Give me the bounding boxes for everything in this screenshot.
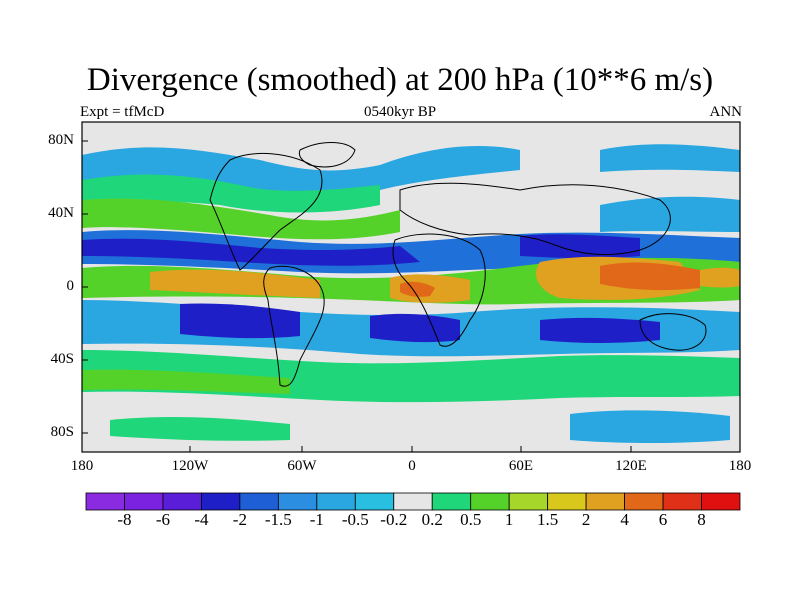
colorbar-label: -8 xyxy=(117,510,132,529)
colorbar-swatch xyxy=(470,492,510,511)
colorbar-swatch xyxy=(162,492,202,511)
coastlines xyxy=(209,142,707,387)
lat-label-0: 0 xyxy=(66,278,75,294)
colorbar-label: -0.5 xyxy=(341,510,369,529)
colorbar-label: -6 xyxy=(155,510,171,529)
colorbar-swatch xyxy=(85,492,125,511)
lon-label-60w: 60W xyxy=(287,458,317,474)
colorbar-label: 1.5 xyxy=(537,510,559,529)
colorbar-label: 4 xyxy=(620,510,629,529)
colorbar-swatch xyxy=(624,492,664,511)
lat-label-40s: 40S xyxy=(50,351,74,367)
colorbar-label: -4 xyxy=(194,510,209,529)
colorbar-label: -1.5 xyxy=(264,510,292,529)
map-field xyxy=(82,122,740,452)
colorbar-swatch xyxy=(354,492,395,511)
colorbar-label: 0.5 xyxy=(460,510,482,529)
colorbar-swatch xyxy=(277,492,318,511)
colorbar-label: -2 xyxy=(232,510,247,529)
colorbar-swatch xyxy=(201,492,241,511)
period-label: 0540kyr BP xyxy=(363,104,437,120)
colorbar-swatch xyxy=(547,492,587,511)
lon-label-120w: 120W xyxy=(171,458,209,474)
colorbar xyxy=(85,492,741,511)
lon-label-60e: 60E xyxy=(508,458,534,474)
colorbar-label: 0.2 xyxy=(421,510,443,529)
colorbar-swatch xyxy=(393,492,433,511)
colorbar-label: -0.2 xyxy=(380,510,408,529)
lat-label-80s: 80S xyxy=(50,424,74,440)
colorbar-swatch xyxy=(431,492,472,511)
lon-label-180w: 180 xyxy=(70,458,94,474)
map-title: Divergence (smoothed) at 200 hPa (10**6 … xyxy=(86,62,714,98)
lon-label-120e: 120E xyxy=(615,458,647,474)
colorbar-label: 1 xyxy=(504,510,514,529)
colorbar-label: 6 xyxy=(658,510,668,529)
colorbar-swatch xyxy=(701,492,741,511)
colorbar-swatch xyxy=(662,492,702,511)
colorbar-swatch xyxy=(316,492,356,511)
lat-label-40n: 40N xyxy=(48,205,74,221)
colorbar-swatch xyxy=(124,492,164,511)
experiment-label: Expt = tfMcD xyxy=(80,104,165,120)
season-label: ANN xyxy=(709,104,743,120)
colorbar-label: 8 xyxy=(697,510,706,529)
colorbar-swatch xyxy=(508,492,549,511)
colorbar-label: -1 xyxy=(309,510,324,529)
lat-label-80n: 80N xyxy=(48,132,74,148)
colorbar-swatch xyxy=(585,492,625,511)
colorbar-label: 2 xyxy=(581,510,591,529)
lon-label-180e: 180 xyxy=(728,458,752,474)
lon-label-0: 0 xyxy=(408,458,416,474)
colorbar-swatch xyxy=(239,492,279,511)
axis-ticks xyxy=(82,140,632,452)
